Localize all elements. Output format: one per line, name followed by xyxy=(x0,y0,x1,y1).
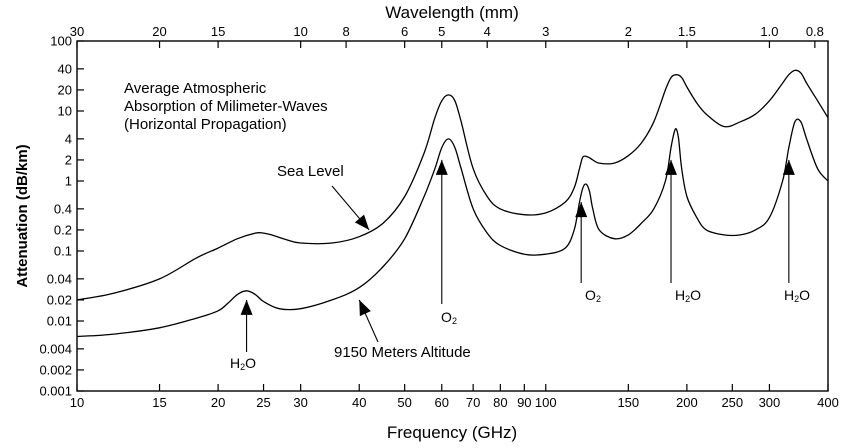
molecule-label: H2O xyxy=(784,287,810,304)
x-tick-label: 50 xyxy=(397,395,411,410)
x-tick-label: 150 xyxy=(617,395,639,410)
series-line-sea-level xyxy=(76,69,829,301)
arrow-head xyxy=(435,159,448,175)
series-group xyxy=(76,69,829,338)
x-axis: 10 15 20 25 30 40 50 60 70 80 90 100 150 200 250 300 400 xyxy=(70,384,839,410)
y-tick-label: 1 xyxy=(65,174,72,189)
y-tick-label: 0.002 xyxy=(39,362,72,377)
arrow-head xyxy=(782,159,795,175)
y-tick-label: 0.001 xyxy=(39,384,72,399)
altitude-label: 9150 Meters Altitude xyxy=(334,344,471,361)
x-tick-label: 20 xyxy=(211,395,225,410)
arrow-head xyxy=(240,299,253,315)
top-tick-label: 0.8 xyxy=(806,24,824,39)
arrow-head xyxy=(359,299,371,317)
top-tick-label: 2 xyxy=(625,24,632,39)
y-axis-title: Attenuation (dB/km) xyxy=(14,144,31,287)
top-axis: 30 20 15 10 8 6 5 4 3 2 1.5 1.0 0.8 xyxy=(70,24,824,48)
top-tick-label: 10 xyxy=(293,24,307,39)
top-tick-label: 1.5 xyxy=(678,24,696,39)
x-tick-label: 400 xyxy=(817,395,839,410)
x-axis-title: Frequency (GHz) xyxy=(387,423,517,442)
x-tick-label: 15 xyxy=(152,395,166,410)
molecule-label: O2 xyxy=(441,309,457,326)
x-tick-label: 80 xyxy=(493,395,507,410)
top-tick-label: 20 xyxy=(152,24,166,39)
molecule-label: O2 xyxy=(585,287,601,304)
molecule-label: H2O xyxy=(230,355,256,372)
x-tick-label: 30 xyxy=(293,395,307,410)
y-tick-label: 20 xyxy=(58,82,72,97)
y-tick-label: 0.1 xyxy=(54,244,72,259)
x-tick-label: 40 xyxy=(352,395,366,410)
x-tick-label: 70 xyxy=(466,395,480,410)
x-tick-label: 90 xyxy=(517,395,531,410)
x-tick-label: 250 xyxy=(721,395,743,410)
arrow-head xyxy=(665,159,678,175)
y-tick-label: 0.004 xyxy=(39,341,72,356)
top-tick-label: 6 xyxy=(401,24,408,39)
annotation-title-line: Average Atmospheric xyxy=(124,80,267,97)
y-tick-label: 0.04 xyxy=(47,271,72,286)
top-tick-label: 8 xyxy=(342,24,349,39)
x-tick-label: 100 xyxy=(535,395,557,410)
top-tick-label: 3 xyxy=(542,24,549,39)
top-axis-title: Wavelength (mm) xyxy=(385,3,519,22)
arrow-head xyxy=(354,214,370,230)
top-tick-label: 4 xyxy=(484,24,491,39)
y-tick-label: 0.02 xyxy=(47,292,72,307)
annotation-title-line: Absorption of Milimeter-Waves xyxy=(124,98,328,115)
series-line-9150-meters-altitude xyxy=(76,118,829,338)
x-tick-label: 10 xyxy=(70,395,84,410)
arrow-group xyxy=(240,159,795,352)
x-tick-label: 60 xyxy=(435,395,449,410)
y-tick-label: 4 xyxy=(65,131,72,146)
x-tick-label: 300 xyxy=(759,395,781,410)
top-tick-label: 1.0 xyxy=(760,24,778,39)
top-tick-label: 15 xyxy=(211,24,225,39)
y-tick-label: 10 xyxy=(58,104,72,119)
plot-frame xyxy=(76,40,829,392)
y-tick-label: 2 xyxy=(65,152,72,167)
top-tick-label: 30 xyxy=(70,24,84,39)
top-tick-label: 5 xyxy=(438,24,445,39)
y-axis: 0.001 0.002 0.004 0.01 0.02 0.04 0.1 0.2 0.4 1 2 4 1… xyxy=(39,34,84,399)
y-tick-label: 0.4 xyxy=(54,201,72,216)
sea-level-label: Sea Level xyxy=(277,163,344,180)
annotation-title-line: (Horizontal Propagation) xyxy=(124,116,287,133)
y-tick-label: 40 xyxy=(58,61,72,76)
y-tick-label: 0.2 xyxy=(54,222,72,237)
x-tick-label: 200 xyxy=(676,395,698,410)
arrow-head xyxy=(575,202,588,218)
y-tick-label: 0.01 xyxy=(47,314,72,329)
y-tick-label: 100 xyxy=(50,34,72,49)
molecule-label: H2O xyxy=(675,287,701,304)
x-tick-label: 25 xyxy=(256,395,270,410)
